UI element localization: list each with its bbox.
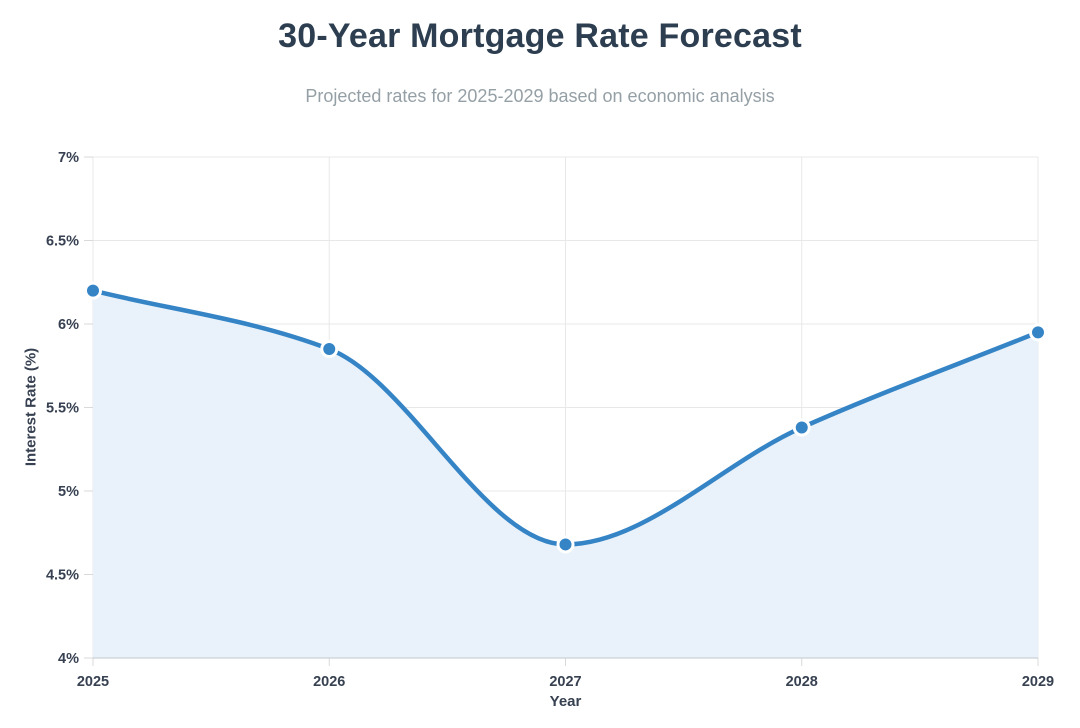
series-area (93, 290, 1038, 658)
y-axis-title: Interest Rate (%) (22, 347, 40, 467)
y-tick-label: 6% (58, 317, 79, 333)
chart-subtitle: Projected rates for 2025-2029 based on e… (305, 86, 775, 106)
data-point[interactable] (320, 340, 339, 359)
y-tick-label: 5.5% (46, 401, 79, 417)
line-chart: 4% 4.5% 5% 5.5% 6% 6.5% 7% 2025 2026 2027 2028 202… (0, 120, 1080, 728)
y-tick-label: 4% (58, 651, 79, 667)
y-tick-label: 6.5% (46, 234, 79, 250)
y-tick-label: 5% (58, 484, 79, 500)
chart-canvas[interactable]: 4%4.5%5%5.5%6%6.5%7% 2025 2026 2027 2028 202… (0, 120, 1080, 728)
y-tick-label: 4.5% (46, 568, 79, 584)
x-tick-label: 2027 (549, 674, 581, 690)
x-axis-title: Year (549, 693, 582, 710)
x-tick-label: 2028 (786, 674, 818, 690)
area-fill (93, 290, 1038, 658)
x-tick-label: 2026 (313, 674, 345, 690)
x-tick-labels: 2025 2026 2027 2028 2029 (77, 674, 1054, 690)
y-tick-label: 7% (58, 150, 79, 166)
x-tick-label: 2025 (77, 674, 109, 690)
data-point[interactable] (1029, 323, 1047, 342)
data-point[interactable] (84, 281, 102, 300)
axis-ticks (84, 156, 1039, 666)
x-tick-label: 2029 (1022, 674, 1054, 690)
y-tick-labels: 4% 4.5% 5% 5.5% 6% 6.5% 7% (46, 150, 79, 667)
data-point[interactable] (792, 418, 811, 437)
data-points (84, 281, 1047, 554)
data-point[interactable] (556, 535, 575, 554)
chart-title: 30-Year Mortgage Rate Forecast (278, 17, 802, 55)
